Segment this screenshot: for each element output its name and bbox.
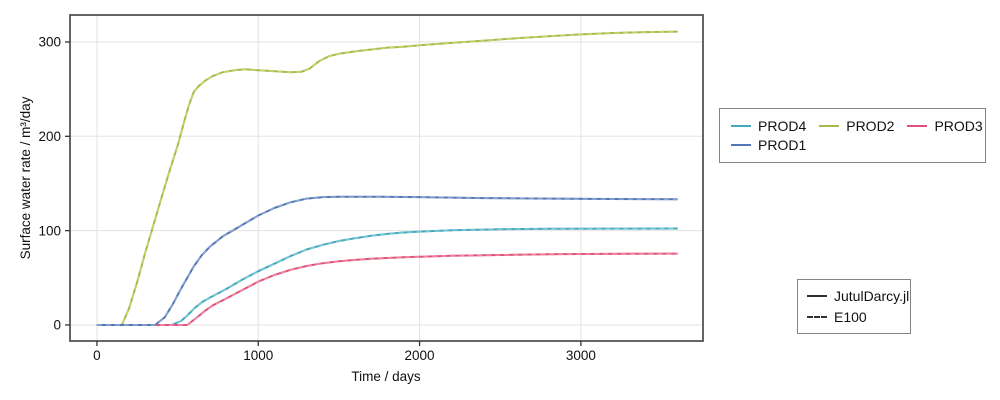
solid-line-swatch bbox=[731, 125, 751, 127]
series-layer bbox=[96, 30, 678, 326]
y-tick-label: 300 bbox=[38, 35, 61, 50]
series-line-PROD3-e100 bbox=[96, 252, 678, 326]
tick-layer: 0 1000 2000 3000 0 100 200 300 bbox=[38, 35, 595, 363]
legend-item-prod2: PROD2 bbox=[819, 118, 894, 135]
x-tick-label: 2000 bbox=[405, 348, 435, 363]
solid-line-swatch bbox=[807, 295, 827, 297]
legend-item-label: PROD2 bbox=[846, 117, 895, 134]
series-line-PROD1-e100 bbox=[96, 195, 678, 326]
legend-item-label: JutulDarcy.jl bbox=[834, 287, 910, 304]
legend-item-prod3: PROD3 bbox=[907, 117, 983, 135]
series-line-PROD4-jutuldarcy bbox=[96, 227, 678, 326]
legend-item-prod4: PROD4 bbox=[731, 118, 806, 135]
legend-item-prod1: PROD1 bbox=[731, 137, 806, 154]
series-line-PROD4-e100 bbox=[96, 227, 678, 326]
legend-item-label: PROD1 bbox=[758, 136, 807, 153]
y-axis-label: Surface water rate / m³/day bbox=[18, 96, 33, 259]
x-tick-label: 0 bbox=[93, 348, 101, 363]
legend-line-styles: JutulDarcy.jl E100 bbox=[797, 279, 911, 334]
x-tick-label: 1000 bbox=[243, 348, 273, 363]
solid-line-swatch bbox=[819, 125, 840, 127]
legend-item-label: E100 bbox=[834, 308, 867, 325]
plot-border bbox=[69, 14, 704, 342]
series-line-PROD1-jutuldarcy bbox=[96, 195, 678, 326]
dashed-line-swatch bbox=[807, 316, 827, 318]
x-tick-label: 3000 bbox=[566, 348, 596, 363]
legend-wells: PROD4 PROD2 PROD3 PROD1 bbox=[719, 108, 986, 163]
legend-item-label: PROD4 bbox=[758, 117, 807, 134]
y-tick-label: 0 bbox=[53, 318, 61, 333]
solid-line-swatch bbox=[907, 125, 928, 127]
legend-item-jutuldarcy-jl: JutulDarcy.jl bbox=[807, 288, 909, 305]
x-axis-label: Time / days bbox=[351, 369, 421, 384]
series-line-PROD3-jutuldarcy bbox=[96, 252, 678, 326]
solid-line-swatch bbox=[731, 144, 751, 146]
series-line-PROD2-jutuldarcy bbox=[96, 30, 678, 326]
legend-item-e100: E100 bbox=[807, 309, 901, 326]
y-tick-label: 100 bbox=[38, 223, 61, 238]
legend-item-label: PROD3 bbox=[934, 117, 983, 134]
y-tick-label: 200 bbox=[38, 129, 61, 144]
grid-layer bbox=[70, 15, 703, 341]
series-line-PROD2-e100 bbox=[96, 30, 678, 326]
